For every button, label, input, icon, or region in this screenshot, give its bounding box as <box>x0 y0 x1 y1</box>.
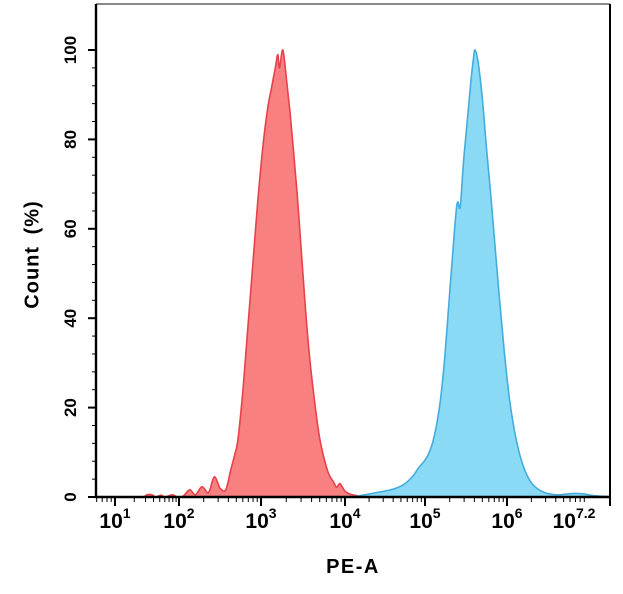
y-tick-label: 100 <box>61 36 80 64</box>
x-tick-label: 106 <box>491 505 522 533</box>
y-axis-ticks: 0 20 40 60 80 100 <box>61 36 96 502</box>
x-tick-label: 107.2 <box>553 505 596 533</box>
plot-border <box>94 3 611 499</box>
blue-peak-stained-curve <box>353 49 609 496</box>
x-tick-label: 103 <box>245 505 276 533</box>
x-tick-label: 104 <box>329 505 360 533</box>
x-tick-label: 102 <box>163 505 194 533</box>
y-tick-label: 20 <box>61 398 80 417</box>
x-axis-label: PE-A <box>326 556 380 578</box>
x-tick-label: 101 <box>99 505 130 533</box>
y-tick-label: 80 <box>61 130 80 149</box>
histogram-curves <box>143 49 609 496</box>
y-tick-label: 60 <box>61 219 80 238</box>
y-tick-label: 0 <box>61 492 80 501</box>
y-axis-label: Count (%) <box>21 200 44 309</box>
x-axis-ticks: 101 102 103 104 105 106 107.2 <box>96 498 611 533</box>
red-peak-negative-curve <box>143 49 562 496</box>
x-tick-label: 105 <box>409 505 440 533</box>
y-tick-label: 40 <box>61 309 80 328</box>
